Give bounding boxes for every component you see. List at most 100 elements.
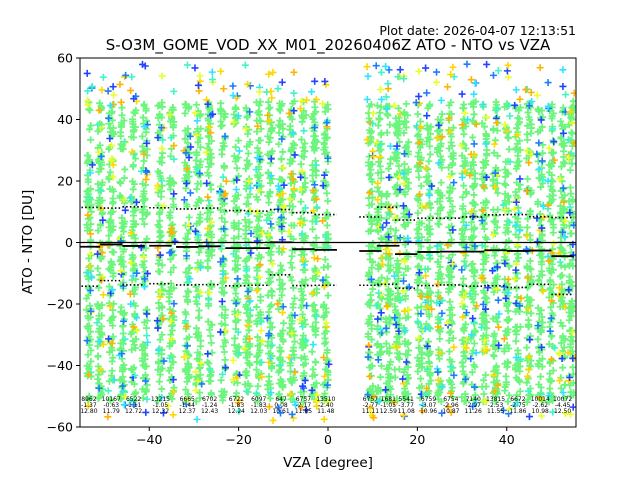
scatter-point [290, 185, 298, 193]
scatter-point [425, 358, 433, 366]
scatter-point [167, 309, 175, 317]
scatter-point [322, 81, 330, 89]
scatter-point [197, 110, 205, 118]
scatter-point [154, 397, 162, 405]
scatter-point [196, 72, 204, 80]
scatter-point [107, 227, 115, 235]
scatter-point [105, 335, 113, 343]
scatter-point [131, 234, 139, 242]
scatter-point [547, 333, 555, 341]
scatter-point [559, 66, 567, 74]
scatter-point [533, 91, 541, 99]
scatter-point [321, 340, 329, 348]
scatter-point [97, 161, 105, 169]
scatter-point [156, 336, 164, 344]
scatter-point [279, 280, 287, 288]
scatter-point [524, 175, 532, 183]
scatter-point [566, 184, 574, 192]
scatter-point [158, 177, 166, 185]
scatter-point [278, 78, 286, 86]
scatter-point [196, 169, 204, 177]
scatter-point [319, 182, 327, 190]
scatter-point [203, 96, 211, 104]
scatter-point [257, 296, 265, 304]
scatter-point [139, 394, 147, 402]
scatter-point [495, 323, 503, 331]
bin-std-label: 10.87 [442, 408, 459, 415]
scatter-point [140, 100, 148, 108]
scatter-point [254, 311, 262, 319]
scatter-point [323, 221, 331, 229]
scatter-point [106, 135, 114, 143]
scatter-point [158, 103, 166, 111]
scatter-point [291, 311, 299, 319]
scatter-point [312, 161, 320, 169]
scatter-point [323, 189, 331, 197]
scatter-point [169, 411, 177, 419]
scatter-column [252, 83, 266, 406]
chart-title: S-O3M_GOME_VOD_XX_M01_20260406Z ATO - NT… [106, 36, 551, 55]
scatter-point [298, 118, 306, 126]
scatter-point [140, 263, 148, 271]
scatter-point [288, 410, 296, 418]
scatter-point [536, 64, 544, 72]
scatter-point [309, 365, 317, 373]
scatter-point [276, 361, 284, 369]
scatter-point [231, 192, 239, 200]
scatter-point [437, 96, 445, 104]
scatter-point [109, 161, 117, 169]
scatter-point [285, 228, 293, 236]
scatter-point [297, 173, 305, 181]
scatter-point [141, 196, 149, 204]
scatter-point [156, 251, 164, 259]
scatter-point [297, 339, 305, 347]
scatter-point [154, 102, 162, 110]
scatter-point [88, 274, 96, 282]
scatter-point [84, 324, 92, 332]
scatter-point [170, 388, 178, 396]
scatter-column [82, 69, 96, 410]
scatter-point [169, 201, 177, 209]
scatter-point [167, 335, 175, 343]
scatter-point [300, 147, 308, 155]
scatter-point [446, 298, 454, 306]
scatter-point [142, 128, 150, 136]
scatter-point [278, 223, 286, 231]
scatter-point [219, 270, 227, 278]
scatter-point [255, 107, 263, 115]
scatter-point [255, 88, 263, 96]
scatter-point [321, 372, 329, 380]
scatter-point [219, 173, 227, 181]
scatter-point [277, 155, 285, 163]
bin-std-label: 11.79 [103, 408, 120, 415]
scatter-point [139, 142, 147, 150]
scatter-point [130, 323, 138, 331]
scatter-point [445, 347, 453, 355]
scatter-point [204, 318, 212, 326]
scatter-point [196, 371, 204, 379]
scatter-point [207, 339, 215, 347]
bin-std-label: 12.72 [125, 408, 142, 415]
scatter-point [94, 227, 102, 235]
scatter-point [118, 144, 126, 152]
scatter-point [278, 100, 286, 108]
scatter-point [229, 92, 237, 100]
scatter-point [275, 305, 283, 313]
scatter-point [104, 87, 112, 95]
scatter-point [308, 348, 316, 356]
scatter-point [207, 279, 215, 287]
scatter-point [205, 288, 213, 296]
scatter-point [233, 164, 241, 172]
scatter-point [97, 329, 105, 337]
scatter-point [139, 215, 147, 223]
scatter-point [185, 364, 193, 372]
scatter-point [287, 259, 295, 267]
bin-std-label: 12.50 [554, 408, 571, 415]
scatter-point [268, 147, 276, 155]
scatter-point [205, 215, 213, 223]
scatter-point [319, 302, 327, 310]
scatter-point [196, 161, 204, 169]
scatter-point [567, 333, 575, 341]
scatter-point [194, 231, 202, 239]
scatter-point [296, 219, 304, 227]
